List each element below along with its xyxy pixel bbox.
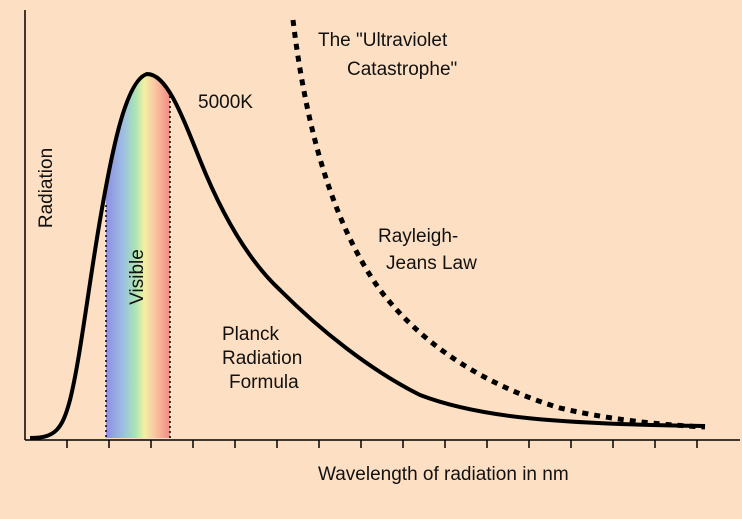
rayleigh-jeans-curve	[290, 19, 706, 430]
visible-spectrum-band	[106, 74, 170, 438]
planck-label-line2: Radiation	[222, 348, 302, 369]
uv-catastrophe-label-line1: The "Ultraviolet	[318, 30, 448, 51]
y-axis-label: Radiation	[36, 148, 57, 228]
planck-label-line3: Formula	[229, 372, 299, 393]
x-axis-label: Wavelength of radiation in nm	[318, 464, 569, 485]
planck-curve	[29, 71, 706, 440]
uv-catastrophe-label-line2: Catastrophe"	[347, 59, 457, 80]
rayleigh-jeans-label-line2: Jeans Law	[386, 253, 477, 274]
x-axis-ticks	[66, 440, 698, 448]
visible-label: Visible	[127, 249, 148, 305]
rayleigh-jeans-label-line1: Rayleigh-	[378, 226, 458, 247]
temperature-label: 5000K	[198, 92, 253, 113]
planck-label-line1: Planck	[222, 324, 280, 345]
